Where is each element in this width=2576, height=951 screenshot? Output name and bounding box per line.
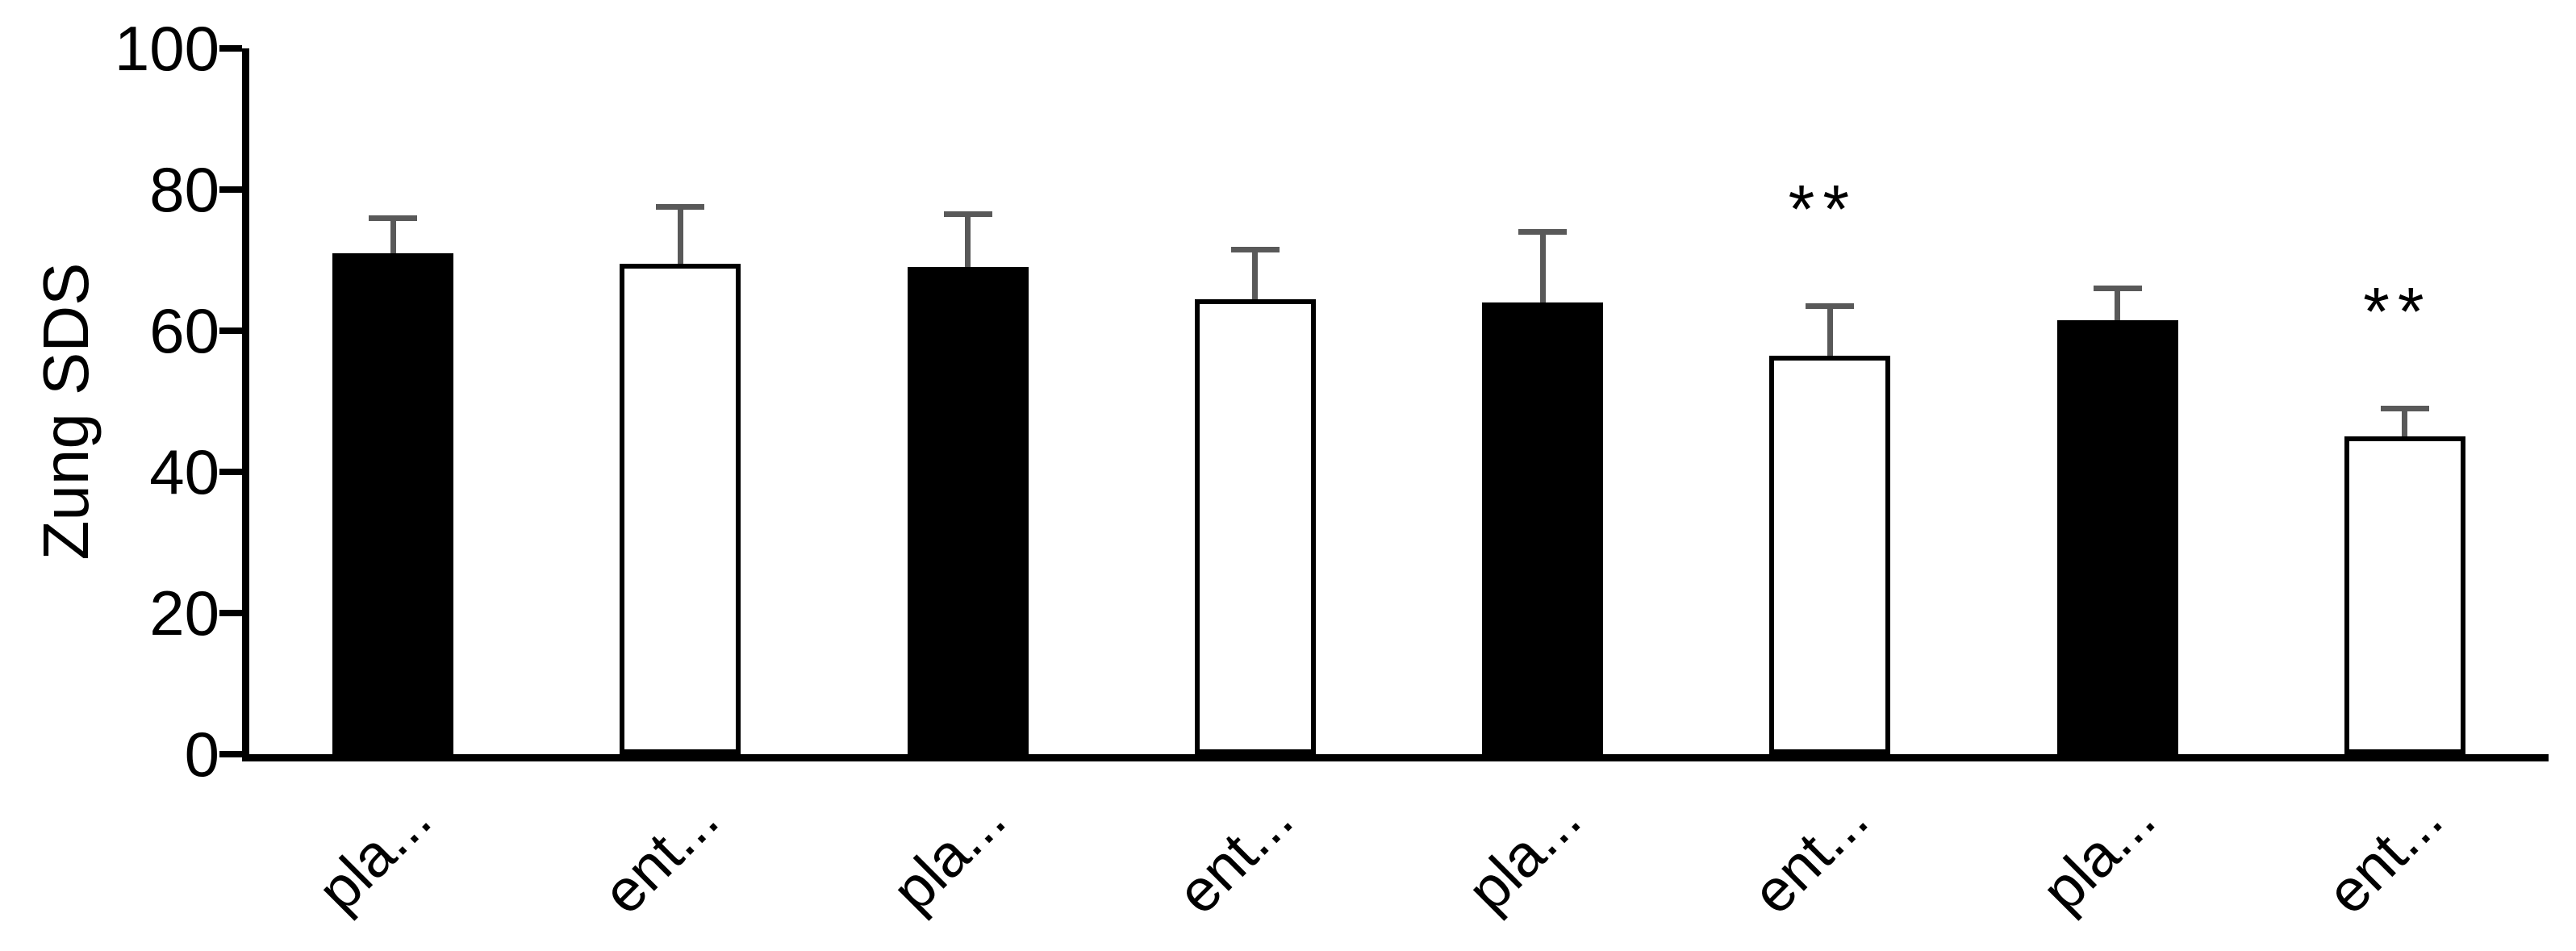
- error-bar-stem: [1827, 306, 1833, 356]
- y-tick-label: 60: [149, 295, 219, 366]
- y-tick-mark: [219, 186, 242, 193]
- error-bar-stem: [1539, 231, 1546, 302]
- x-tick-label: pla...: [2028, 785, 2168, 924]
- y-tick-label: 0: [184, 719, 219, 790]
- error-bar-cap: [369, 215, 418, 221]
- x-tick-label: pla...: [304, 785, 444, 924]
- y-tick-mark: [219, 45, 242, 52]
- bar: [907, 267, 1029, 754]
- y-tick-label: 40: [149, 436, 219, 507]
- bar: [1482, 302, 1604, 754]
- x-tick-label: ent...: [1739, 785, 1881, 927]
- error-bar-cap: [1806, 302, 1855, 309]
- error-bar-cap: [656, 204, 705, 211]
- y-tick-mark: [219, 610, 242, 616]
- error-bar-stem: [677, 206, 683, 264]
- y-tick-label: 100: [114, 13, 219, 84]
- bar: [1194, 298, 1316, 754]
- significance-marker: **: [1788, 171, 1858, 248]
- error-bar-cap: [1518, 229, 1568, 235]
- bar: [620, 263, 741, 754]
- error-bar-stem: [2115, 288, 2121, 320]
- error-bar-cap: [2380, 405, 2429, 411]
- bar: [332, 252, 454, 754]
- bar: [1769, 355, 1891, 754]
- x-tick-label: pla...: [1454, 785, 1593, 924]
- y-tick-mark: [219, 751, 242, 757]
- error-bar-stem: [1252, 249, 1259, 299]
- y-tick-label: 20: [149, 578, 219, 649]
- error-bar-stem: [390, 218, 396, 253]
- y-tick-mark: [219, 327, 242, 334]
- significance-marker: **: [2363, 273, 2432, 350]
- bar: [2344, 436, 2465, 754]
- error-bar-stem: [2402, 408, 2408, 437]
- error-bar-cap: [1230, 246, 1280, 252]
- bar: [2056, 319, 2178, 754]
- y-tick-label: 80: [149, 154, 219, 225]
- x-tick-label: pla...: [879, 785, 1018, 924]
- error-bar-cap: [943, 211, 992, 218]
- x-tick-label: ent...: [589, 785, 731, 927]
- plot-area: [242, 48, 2549, 761]
- x-tick-label: ent...: [2314, 785, 2456, 927]
- error-bar-cap: [2093, 286, 2142, 291]
- error-bar-stem: [965, 214, 971, 268]
- x-tick-label: ent...: [1164, 785, 1306, 927]
- y-tick-mark: [219, 469, 242, 475]
